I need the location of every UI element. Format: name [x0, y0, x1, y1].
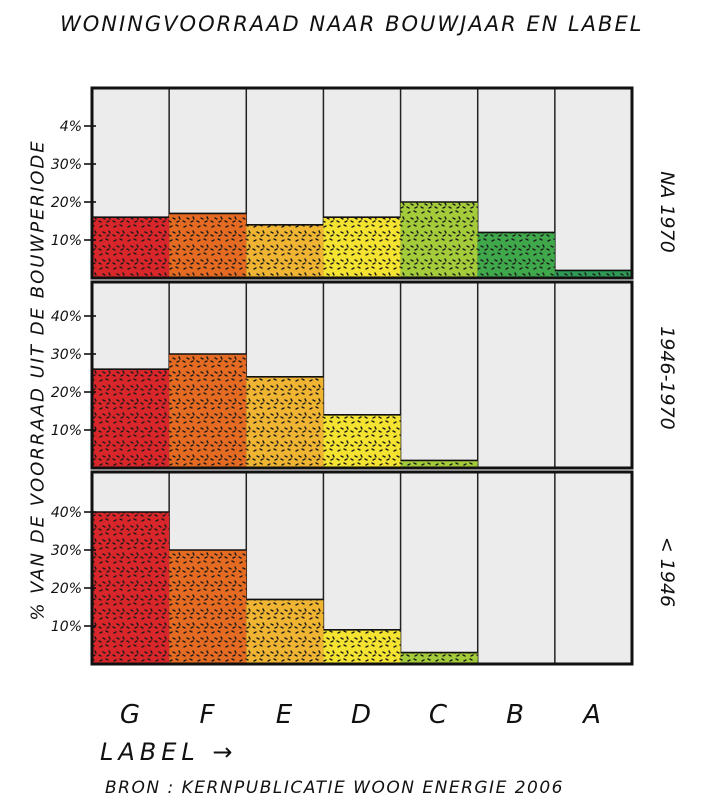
- bar-texture: [323, 414, 401, 468]
- bar-texture: [554, 270, 632, 278]
- bar-texture: [323, 629, 401, 664]
- bar-texture: [169, 213, 247, 278]
- y-tick-label: 30%: [51, 543, 82, 559]
- category-label-d: D: [350, 700, 372, 730]
- source-note: BRON : KERNPUBLICATIE WOON ENERGIE 2006: [105, 778, 564, 798]
- y-tick-label: 20%: [51, 581, 82, 597]
- bar-texture: [92, 369, 170, 468]
- bar-texture: [169, 550, 247, 664]
- bar-texture: [169, 354, 247, 468]
- bar-texture: [400, 652, 478, 664]
- bar-texture: [323, 217, 401, 278]
- bar-texture: [400, 460, 478, 468]
- chart-title: WONINGVOORRAAD NAAR BOUWJAAR EN LABEL: [60, 12, 644, 36]
- bar-texture: [477, 232, 555, 278]
- x-axis-label: LABEL →: [100, 738, 238, 766]
- y-tick-label: 30%: [51, 347, 82, 363]
- bar-texture: [246, 376, 324, 468]
- y-tick-label: 4%: [60, 119, 82, 135]
- panel-border: [90, 86, 634, 280]
- category-label-g: G: [119, 700, 141, 730]
- bar-texture: [246, 224, 324, 278]
- y-tick-label: 20%: [51, 195, 82, 211]
- bar-texture: [92, 512, 170, 664]
- bar-texture: [246, 599, 324, 664]
- bar-texture: [92, 217, 170, 278]
- y-tick-label: 10%: [51, 619, 82, 635]
- y-tick-label: 40%: [51, 309, 82, 325]
- y-tick-label: 40%: [51, 505, 82, 521]
- category-label-e: E: [275, 700, 293, 730]
- category-label-c: C: [428, 700, 448, 730]
- category-label-a: A: [583, 700, 601, 730]
- panel-border: [90, 280, 634, 470]
- y-tick-label: 10%: [51, 233, 82, 249]
- y-tick-label: 10%: [51, 423, 82, 439]
- panel-border: [90, 470, 634, 666]
- y-tick-label: 20%: [51, 385, 82, 401]
- category-label-b: B: [506, 700, 524, 730]
- bar-texture: [400, 202, 478, 278]
- y-tick-label: 30%: [51, 157, 82, 173]
- category-label-f: F: [199, 700, 215, 730]
